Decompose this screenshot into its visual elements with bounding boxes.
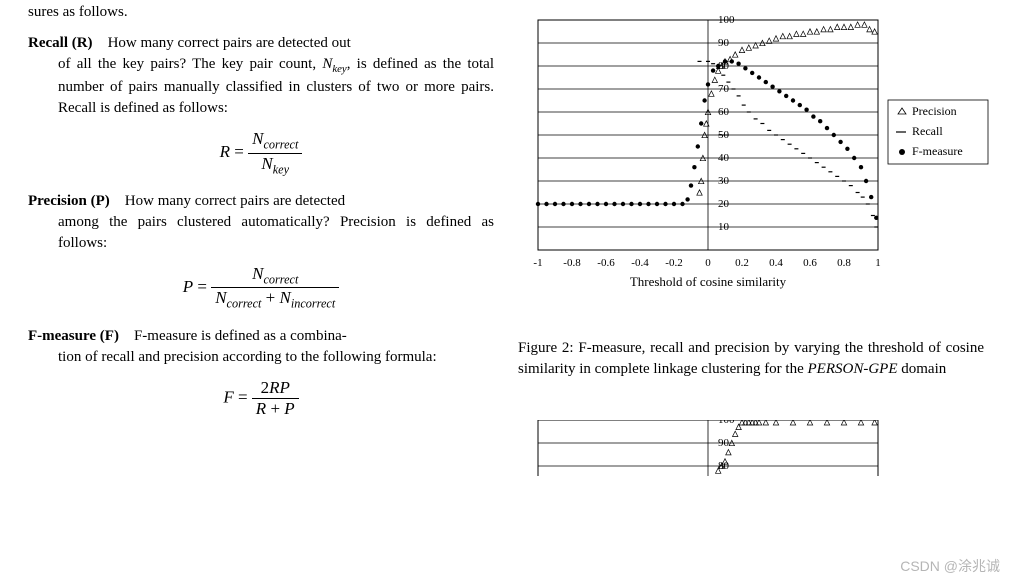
svg-text:-0.4: -0.4 <box>631 257 649 269</box>
fmeasure-first: F-measure is defined as a combina- <box>134 328 347 344</box>
svg-text:70: 70 <box>718 83 730 95</box>
svg-text:30: 30 <box>718 175 730 187</box>
figure2-chart: 102030405060708090100-1-0.8-0.6-0.4-0.20… <box>518 10 984 310</box>
recall-first: How many correct pairs are detected out <box>108 35 351 51</box>
svg-text:40: 40 <box>718 152 730 164</box>
svg-text:50: 50 <box>718 129 730 141</box>
svg-text:0.8: 0.8 <box>837 257 851 269</box>
svg-text:-1: -1 <box>533 257 542 269</box>
svg-text:-0.2: -0.2 <box>665 257 682 269</box>
recall-head: Recall (R) <box>28 35 93 51</box>
svg-text:1: 1 <box>875 257 881 269</box>
svg-text:-0.6: -0.6 <box>597 257 615 269</box>
svg-text:0.6: 0.6 <box>803 257 817 269</box>
svg-text:0.2: 0.2 <box>735 257 749 269</box>
fmeasure-block: F-measure (F) F-measure is defined as a … <box>28 326 494 419</box>
fmeasure-num: 2RP <box>252 378 299 399</box>
fmeasure-rest: tion of recall and precision according t… <box>58 347 494 368</box>
svg-text:10: 10 <box>718 221 730 233</box>
svg-text:20: 20 <box>718 198 730 210</box>
svg-text:90: 90 <box>718 437 730 449</box>
svg-text:0.4: 0.4 <box>769 257 783 269</box>
figure2-caption: Figure 2: F-measure, recall and precisio… <box>518 338 984 380</box>
svg-text:100: 100 <box>718 420 735 426</box>
figure3-chart-partial: 1009080 <box>518 420 984 476</box>
recall-block: Recall (R) How many correct pairs are de… <box>28 33 494 177</box>
svg-text:100: 100 <box>718 14 735 26</box>
precision-head: Precision (P) <box>28 193 110 209</box>
precision-formula: P = Ncorrect Ncorrect + Nincorrect <box>28 264 494 312</box>
precision-first: How many correct pairs are detected <box>125 193 345 209</box>
intro-line: sures as follows. <box>28 2 494 23</box>
svg-text:Precision: Precision <box>912 104 957 118</box>
fmeasure-head: F-measure (F) <box>28 328 119 344</box>
svg-text:Recall: Recall <box>912 124 943 138</box>
precision-block: Precision (P) How many correct pairs are… <box>28 191 494 312</box>
watermark: CSDN @涂兆诚 <box>900 556 1000 576</box>
fmeasure-formula: F = 2RP R + P <box>28 378 494 419</box>
svg-text:-0.8: -0.8 <box>563 257 581 269</box>
recall-rest: of all the key pairs? The key pair count… <box>58 54 494 119</box>
svg-text:F-measure: F-measure <box>912 144 963 158</box>
svg-text:60: 60 <box>718 106 730 118</box>
svg-text:0: 0 <box>705 257 711 269</box>
svg-text:90: 90 <box>718 37 730 49</box>
precision-rest: among the pairs clustered automatically?… <box>58 212 494 254</box>
fmeasure-den: R + P <box>252 399 299 419</box>
svg-text:Threshold of cosine similarity: Threshold of cosine similarity <box>630 274 787 289</box>
recall-formula: R = Ncorrect Nkey <box>28 129 494 177</box>
